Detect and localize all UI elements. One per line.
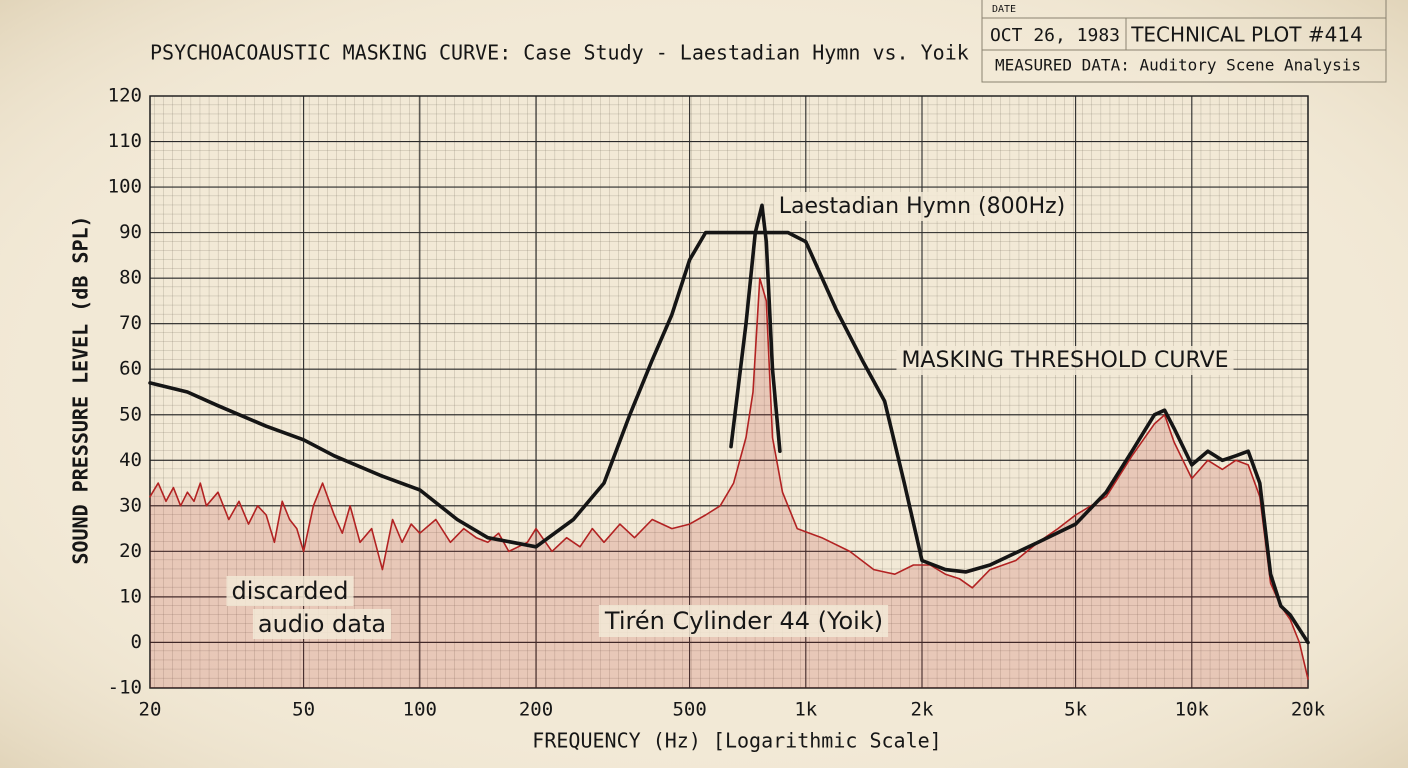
y-tick-label: -10 (108, 677, 142, 699)
y-tick-label: 20 (119, 540, 142, 562)
x-tick-label: 200 (519, 699, 553, 721)
label-background (252, 609, 392, 639)
y-axis-label: SOUND PRESSURE LEVEL (dB SPL) (69, 215, 93, 564)
annotation: audio data (258, 610, 386, 638)
stamp-subtitle: MEASURED DATA: Auditory Scene Analysis (995, 56, 1361, 75)
y-tick-label: 120 (108, 85, 142, 107)
line (729, 203, 782, 453)
x-tick-label: 100 (403, 699, 437, 721)
y-tick-label: 110 (108, 130, 142, 152)
series-label: MASKING THRESHOLD CURVE (901, 348, 1228, 373)
line (148, 230, 1310, 645)
plot-frame (149, 95, 1309, 689)
stamp-date: OCT 26, 1983 (990, 25, 1120, 46)
series-label: Laestadian Hymn (800Hz) (779, 194, 1066, 219)
label-background (226, 576, 354, 606)
y-tick-label: 0 (131, 631, 142, 653)
label-background (896, 346, 1234, 375)
x-tick-label: 20k (1291, 699, 1326, 721)
y-tick-label: 60 (119, 358, 142, 380)
x-tick-label: 2k (911, 699, 934, 721)
x-tick-label: 500 (672, 699, 706, 721)
chart-title: PSYCHOACOAUSTIC MASKING CURVE: Case Stud… (150, 41, 969, 65)
label-background (773, 192, 1071, 221)
y-tick-label: 70 (119, 312, 142, 334)
area (150, 278, 1308, 688)
y-tick-label: 30 (119, 494, 142, 516)
y-tick-label: 80 (119, 267, 142, 289)
y-tick-label: 10 (119, 585, 142, 607)
label-background (598, 605, 889, 637)
stamp-plot-id: TECHNICAL PLOT #414 (1130, 23, 1363, 47)
y-tick-label: 90 (119, 221, 142, 243)
plot-area: -10 0 10 20 30 40 50 60 70 80 90 100 110 120 20 50 100 20… (108, 85, 1326, 721)
x-tick-label: 50 (292, 699, 315, 721)
y-tick-label: 40 (119, 449, 142, 471)
x-axis-label: FREQUENCY (Hz) [Logarithmic Scale] (532, 729, 941, 753)
x-tick-label: 5k (1064, 699, 1087, 721)
stamp: DATE OCT 26, 1983 TECHNICAL PLOT #414 ME… (981, 0, 1387, 83)
annotation: discarded (232, 577, 349, 605)
y-tick-label: 100 (108, 176, 142, 198)
stamp-date-label: DATE (992, 4, 1016, 15)
y-tick-label: 50 (119, 403, 142, 425)
x-tick-label: 10k (1175, 699, 1210, 721)
x-tick-label: 20 (139, 699, 162, 721)
series-label: Tirén Cylinder 44 (Yoik) (604, 607, 883, 635)
x-tick-label: 1k (794, 699, 817, 721)
